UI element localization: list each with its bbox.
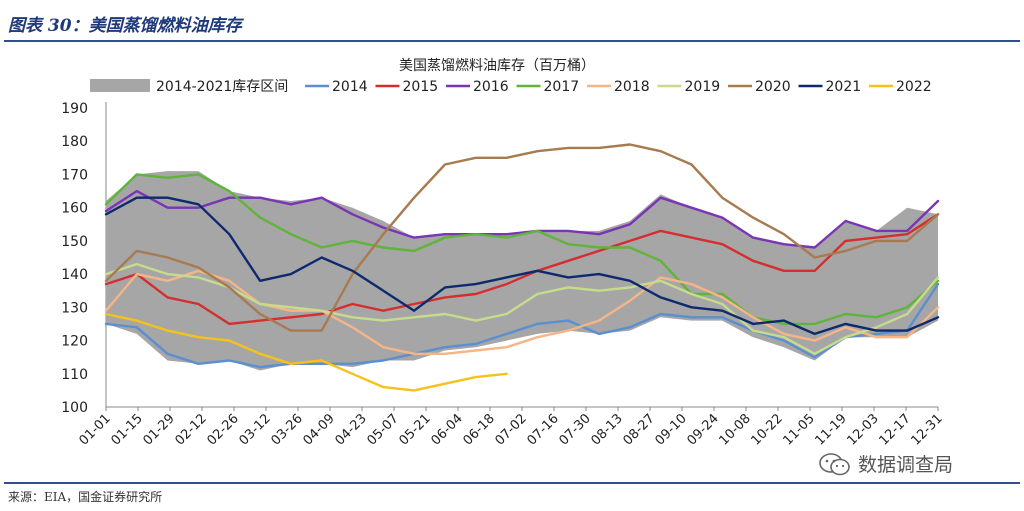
x-tick-label: 06-04 (429, 411, 466, 448)
x-tick-label: 07-30 (557, 411, 594, 448)
x-tick-label: 02-12 (173, 411, 210, 448)
x-tick-label: 09-10 (653, 411, 690, 448)
x-tick-label: 12-17 (877, 411, 914, 448)
source-note: 来源：EIA，国金证券研究所 (8, 490, 163, 504)
series-line-2015 (104, 213, 940, 326)
x-tick-label: 01-15 (109, 411, 146, 448)
chart-legend: 2014-2021库存区间 2014 2015 2016 2017 2018 2019 202… (90, 79, 932, 95)
legend-label-band: 2014-2021库存区间 (156, 79, 288, 95)
x-tick-label: 02-26 (205, 411, 242, 448)
series-line-2017 (104, 173, 940, 326)
legend-label-2020: 2020 (755, 79, 791, 95)
figure-title: 图表 30：美国蒸馏燃料油库存 (8, 16, 242, 36)
y-tick-label: 150 (61, 234, 88, 250)
series-line-2020 (104, 143, 940, 332)
x-tick-label: 11-05 (781, 411, 818, 448)
x-tick-label: 08-27 (621, 411, 658, 448)
watermark-text: 数据调查局 (858, 454, 954, 476)
x-tick-label: 01-01 (77, 411, 114, 448)
x-tick-label: 11-19 (813, 411, 850, 448)
series-line-2019 (104, 262, 940, 355)
y-tick-label: 190 (61, 101, 88, 117)
x-tick-label: 01-29 (141, 411, 178, 448)
legend-label-2014: 2014 (332, 79, 368, 95)
legend-label-2016: 2016 (473, 79, 509, 95)
wechat-icon (819, 452, 850, 475)
y-tick-label: 170 (61, 167, 88, 183)
header-rule (4, 40, 1020, 42)
x-tick-label: 03-12 (237, 411, 274, 448)
x-tick-label: 07-02 (493, 411, 530, 448)
x-tick-label: 12-03 (845, 411, 882, 448)
x-tick-label: 05-07 (365, 411, 402, 448)
legend-swatch-band (90, 79, 150, 92)
y-tick-label: 120 (61, 334, 88, 350)
footer-rule (4, 482, 1020, 484)
x-tick-label: 05-21 (397, 411, 434, 448)
legend-label-2015: 2015 (403, 79, 439, 95)
legend-label-2019: 2019 (685, 79, 721, 95)
x-tick-label: 10-08 (717, 411, 754, 448)
legend-label-2018: 2018 (614, 79, 650, 95)
y-tick-label: 110 (61, 367, 88, 383)
series-line-2014 (104, 282, 940, 369)
chart-svg: 美国蒸馏燃料油库存（百万桶） 2014-2021库存区间 2014 2015 2016… (61, 57, 946, 449)
x-tick-label: 12-31 (909, 411, 946, 448)
legend-label-2021: 2021 (826, 79, 862, 95)
legend-label-2017: 2017 (544, 79, 580, 95)
y-tick-label: 180 (61, 134, 88, 150)
y-tick-label: 160 (61, 201, 88, 217)
chart-title: 美国蒸馏燃料油库存（百万桶） (399, 57, 595, 74)
legend-label-2022: 2022 (896, 79, 932, 95)
x-axis: 01-0101-1501-2902-1202-2603-1203-2604-09… (77, 406, 946, 449)
plot-area (104, 143, 940, 392)
y-axis: 100 110 120 130 140 150 160 170 180 190 (61, 101, 107, 416)
y-tick-label: 140 (61, 267, 88, 283)
x-tick-label: 06-18 (461, 411, 498, 448)
y-tick-label: 130 (61, 300, 88, 316)
x-tick-label: 04-23 (333, 411, 370, 448)
x-tick-label: 04-09 (301, 411, 338, 448)
series-line-2021 (104, 196, 940, 336)
watermark: 数据调查局 (818, 450, 953, 477)
figure-header: 图表 30：美国蒸馏燃料油库存 (0, 0, 1024, 44)
x-tick-label: 10-22 (749, 411, 786, 448)
x-tick-label: 08-13 (589, 411, 626, 448)
series-line-2022 (104, 312, 508, 392)
y-tick-label: 100 (61, 400, 88, 416)
chart-area: 美国蒸馏燃料油库存（百万桶） 2014-2021库存区间 2014 2015 2016… (0, 44, 1024, 480)
x-tick-label: 03-26 (269, 411, 306, 448)
series-line-2018 (104, 269, 940, 355)
x-tick-label: 07-16 (525, 411, 562, 448)
x-tick-label: 09-24 (685, 411, 722, 448)
